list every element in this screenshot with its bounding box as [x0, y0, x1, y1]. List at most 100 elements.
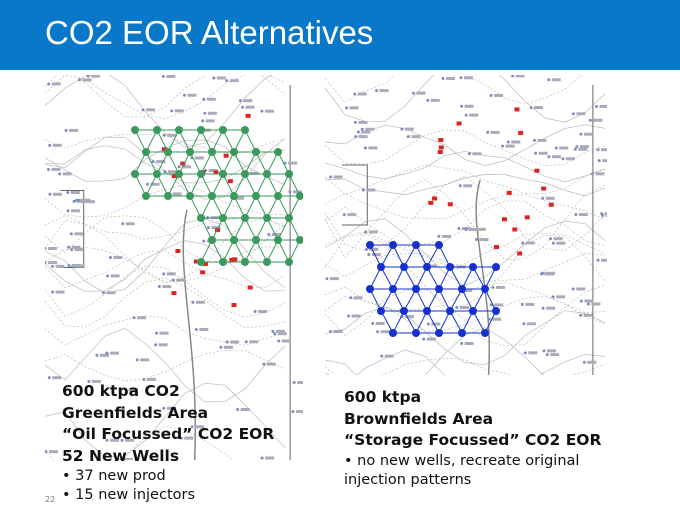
new-well [241, 258, 249, 266]
new-well [400, 307, 408, 315]
well-label [182, 165, 192, 169]
producer-marker [447, 202, 453, 207]
existing-well [190, 425, 194, 429]
pattern-line [134, 129, 147, 153]
existing-well [238, 99, 242, 103]
new-well [435, 285, 443, 293]
new-well [377, 307, 385, 315]
existing-well [457, 227, 461, 231]
existing-well [170, 109, 174, 113]
contour-line [325, 75, 606, 123]
existing-well [162, 272, 166, 276]
pattern-line [211, 173, 224, 197]
well-label [51, 82, 61, 86]
pattern-line [211, 151, 224, 175]
new-well [389, 329, 397, 337]
well-label [534, 106, 544, 110]
well-label [71, 209, 81, 213]
new-well [131, 170, 139, 178]
pattern-line [255, 173, 268, 197]
new-well [197, 170, 205, 178]
existing-well [596, 148, 600, 152]
new-well [285, 258, 293, 266]
pattern-line [189, 151, 202, 175]
well-label [566, 157, 576, 161]
pattern-line [233, 217, 246, 241]
well-label [195, 300, 205, 304]
new-well [469, 263, 477, 271]
well-label [249, 171, 259, 175]
new-well [274, 148, 282, 156]
new-well [219, 170, 227, 178]
new-well [153, 126, 161, 134]
well-label [128, 388, 138, 392]
new-well [469, 307, 477, 315]
producer-marker [229, 257, 235, 262]
well-label [166, 75, 176, 78]
pattern-line [380, 266, 394, 290]
well-label [602, 159, 607, 163]
well-label [199, 327, 209, 331]
existing-well [155, 331, 159, 335]
existing-well [64, 128, 68, 132]
existing-well [437, 234, 441, 238]
new-well [186, 148, 194, 156]
well-label [206, 97, 216, 101]
text-line: Brownfields Area [344, 409, 494, 428]
pattern-line [156, 151, 169, 175]
new-well [252, 192, 260, 200]
road-line [475, 179, 491, 375]
pattern-line [222, 239, 235, 263]
well-label [167, 133, 177, 137]
pattern-line [211, 195, 224, 219]
new-well [263, 170, 271, 178]
existing-well [590, 172, 594, 176]
existing-well [354, 135, 358, 139]
well-label [430, 98, 440, 102]
pattern-line [255, 239, 268, 263]
pattern-line [178, 173, 191, 197]
existing-well [489, 303, 493, 307]
well-label [351, 314, 361, 318]
pattern-line [266, 173, 279, 197]
pattern-line [222, 151, 235, 175]
new-well [197, 214, 205, 222]
existing-well [371, 322, 375, 326]
well-label [249, 340, 259, 344]
pattern-line [461, 310, 474, 334]
well-label [380, 330, 390, 334]
contour-line [45, 218, 286, 294]
existing-well [360, 127, 364, 131]
pattern-line [211, 129, 224, 153]
producer-marker [534, 168, 540, 173]
pattern-line [426, 266, 440, 290]
existing-well [105, 438, 109, 442]
new-well [131, 126, 139, 134]
new-well [389, 241, 397, 249]
contour-line [325, 357, 606, 375]
new-well [423, 307, 431, 315]
contour-line [45, 250, 286, 289]
well-label [583, 132, 593, 136]
existing-well [45, 450, 48, 454]
well-label [368, 230, 378, 234]
well-label [48, 246, 58, 250]
producer-marker [501, 217, 507, 222]
pattern-line [200, 195, 213, 219]
well-label [525, 302, 535, 306]
existing-well [86, 75, 90, 78]
well-label [511, 140, 521, 144]
existing-well [547, 78, 551, 82]
existing-well [202, 97, 206, 101]
new-well [263, 214, 271, 222]
pattern-line [244, 173, 257, 197]
well-label [55, 264, 65, 268]
contour-line [45, 75, 286, 119]
well-label [404, 127, 414, 131]
well-label [368, 146, 378, 150]
well-label [353, 296, 363, 300]
existing-well [487, 317, 491, 321]
new-well [219, 126, 227, 134]
existing-well [66, 209, 70, 213]
